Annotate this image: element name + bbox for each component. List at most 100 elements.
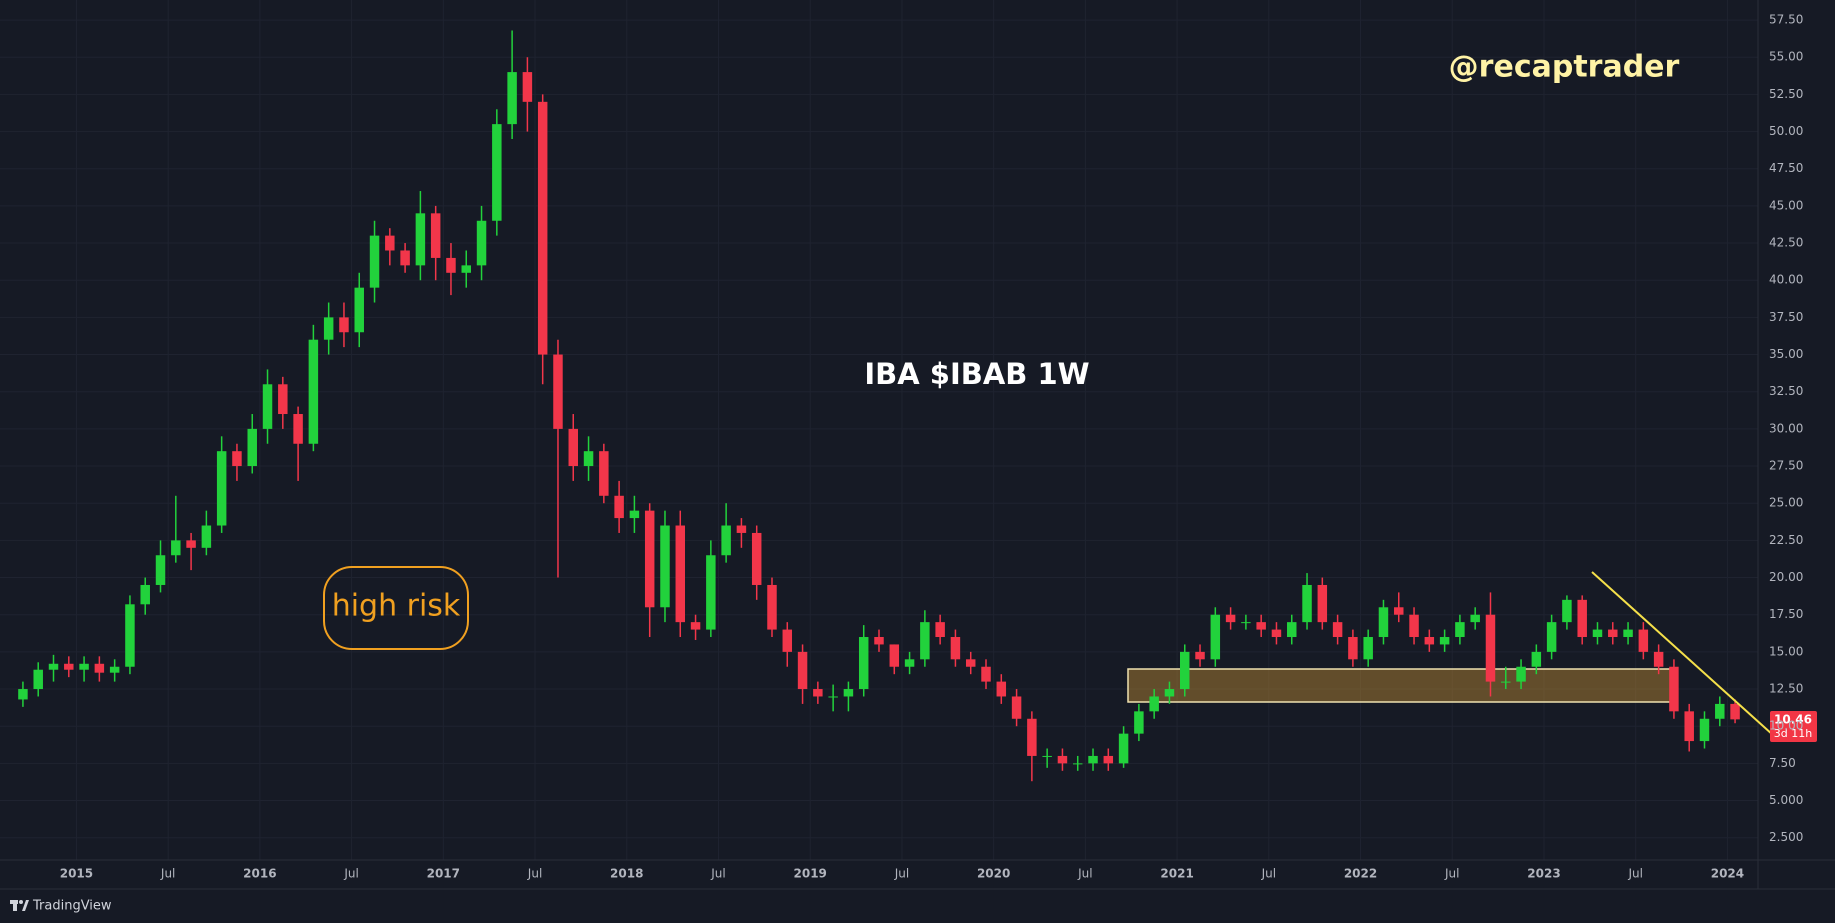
candle-body	[1088, 755, 1098, 764]
x-tick-label: 2015	[60, 867, 93, 881]
candle-body	[1057, 755, 1068, 764]
candle-body	[828, 696, 838, 698]
candle-body	[201, 525, 212, 548]
y-tick-label: 7.50	[1769, 756, 1796, 770]
x-tick-label: 2020	[977, 867, 1010, 881]
last-price: 10.46	[1774, 713, 1812, 727]
candle-body	[278, 384, 288, 415]
candle-body	[492, 124, 502, 221]
note: high risk	[332, 589, 461, 624]
candle-body	[385, 235, 395, 251]
candle-body	[981, 666, 991, 682]
candle-body	[1455, 622, 1465, 638]
x-tick-label: Jul	[1261, 867, 1276, 881]
tradingview-logo	[10, 900, 29, 911]
price-tag	[1770, 711, 1817, 742]
trend-line	[1591, 571, 1774, 736]
candle-body	[797, 651, 808, 690]
candle-body	[1134, 711, 1144, 734]
candle-body	[48, 663, 59, 670]
candle-body	[1180, 651, 1190, 690]
y-tick-label: 37.50	[1769, 310, 1803, 324]
candle-body	[537, 101, 548, 355]
y-tick-label: 45.00	[1769, 198, 1803, 212]
candle-body	[476, 220, 487, 266]
candle-body	[186, 540, 196, 548]
candle-body	[1638, 629, 1649, 652]
candle-body	[1241, 622, 1251, 624]
candle-body	[1210, 614, 1221, 660]
candle-body	[507, 72, 517, 125]
candle-body	[553, 354, 563, 429]
candle-body	[1225, 614, 1236, 623]
candle-body	[293, 414, 303, 444]
x-tick-label: Jul	[1077, 867, 1092, 881]
y-tick-label: 42.50	[1769, 236, 1803, 250]
candle-body	[599, 451, 609, 496]
candle-body	[1501, 681, 1511, 683]
candle-body	[1699, 718, 1710, 742]
candle-body	[354, 287, 364, 333]
candle-body	[109, 666, 120, 673]
x-tick-label: Jul	[710, 867, 725, 881]
candle-body	[64, 663, 74, 670]
x-tick-label: Jul	[1627, 867, 1642, 881]
candle-body	[339, 317, 349, 333]
candle-body	[736, 525, 747, 533]
x-tick-label: 2016	[243, 867, 276, 881]
candle-body	[1378, 607, 1389, 638]
candle-body	[323, 317, 334, 340]
y-tick-label: 25.00	[1769, 496, 1803, 510]
candle-body	[1287, 622, 1297, 638]
candle-body	[1256, 622, 1266, 630]
candle-body	[1608, 629, 1618, 638]
candle-body	[247, 428, 257, 467]
x-tick-label: 2023	[1527, 867, 1560, 881]
candle-body	[1394, 607, 1404, 615]
candle-body	[1118, 733, 1129, 764]
candle-body	[614, 495, 624, 519]
candle-body	[1730, 703, 1740, 720]
candle-body	[1470, 614, 1480, 623]
candle-body	[232, 451, 242, 467]
y-tick-label: 2.500	[1769, 830, 1803, 844]
candle-body	[461, 265, 471, 273]
x-tick-label: 2022	[1344, 867, 1377, 881]
candle-body	[1363, 637, 1373, 660]
candle-body	[1485, 614, 1496, 682]
footer-bar	[0, 889, 1835, 923]
candle-body	[996, 681, 1007, 697]
candle-body	[1592, 629, 1603, 638]
candle-body	[950, 637, 961, 660]
candle-body	[660, 525, 670, 608]
y-tick-label: 47.50	[1769, 161, 1803, 175]
y-tick-label: 32.50	[1769, 384, 1803, 398]
y-tick-label: 57.50	[1769, 13, 1803, 27]
x-tick-label: 2019	[794, 867, 827, 881]
candle-body	[1317, 584, 1328, 623]
y-tick-label: 15.00	[1769, 644, 1803, 658]
candle-body	[79, 663, 89, 670]
candle-body	[767, 584, 777, 630]
y-tick-label: 30.00	[1769, 421, 1803, 435]
candle-body	[1149, 696, 1159, 712]
candle-body	[690, 622, 701, 630]
candle-body	[858, 637, 869, 690]
candle-body	[1439, 637, 1450, 645]
candle-body	[583, 451, 594, 467]
candle-body	[721, 525, 731, 556]
x-tick-label: 2018	[610, 867, 643, 881]
x-tick-label: Jul	[160, 867, 175, 881]
candle-body	[751, 532, 762, 585]
y-tick-label: 40.00	[1769, 273, 1803, 287]
candle-body	[1516, 666, 1526, 682]
branding: TradingView	[32, 899, 112, 914]
y-tick-label: 55.00	[1769, 50, 1803, 64]
candle-body	[920, 622, 930, 660]
candle-body	[1409, 614, 1419, 638]
x-tick-label: 2021	[1160, 867, 1193, 881]
candle-body	[1042, 755, 1052, 757]
